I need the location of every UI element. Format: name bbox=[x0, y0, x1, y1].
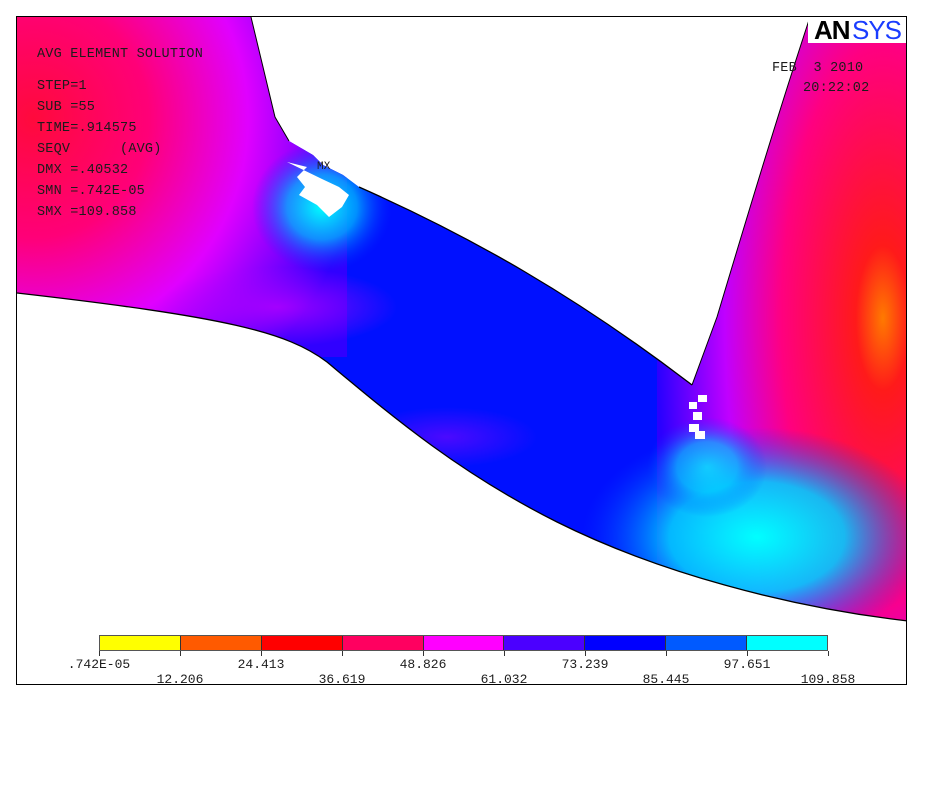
ansys-logo: AN SYS bbox=[808, 16, 906, 45]
legend-value-label: 36.619 bbox=[318, 672, 366, 685]
smx-label: SMX =109.858 bbox=[37, 205, 137, 220]
seqv-label: SEQV (AVG) bbox=[37, 142, 162, 157]
max-marker-label: MX bbox=[317, 161, 331, 173]
legend-tick bbox=[342, 651, 343, 656]
result-title: AVG ELEMENT SOLUTION bbox=[37, 47, 204, 62]
legend-tick bbox=[504, 651, 505, 656]
dmx-label: DMX =.40532 bbox=[37, 163, 129, 178]
legend-tick bbox=[423, 651, 424, 656]
legend-value-label: 24.413 bbox=[237, 657, 285, 672]
contour-legend-bar bbox=[99, 635, 828, 651]
legend-tick bbox=[99, 651, 100, 656]
legend-tick bbox=[666, 651, 667, 656]
smn-label: SMN =.742E-05 bbox=[37, 184, 145, 199]
legend-value-label: 85.445 bbox=[642, 672, 690, 685]
legend-tick bbox=[261, 651, 262, 656]
legend-tick bbox=[585, 651, 586, 656]
legend-swatch-6 bbox=[504, 636, 586, 650]
logo-an-text: AN bbox=[814, 16, 851, 45]
substep-label: SUB =55 bbox=[37, 100, 96, 115]
time-label: TIME=.914575 bbox=[37, 121, 137, 136]
legend-value-label: 109.858 bbox=[800, 672, 856, 685]
legend-swatch-7 bbox=[585, 636, 667, 650]
legend-swatch-4 bbox=[342, 636, 424, 650]
step-label: STEP=1 bbox=[37, 79, 87, 94]
stress-contour-plot bbox=[17, 17, 906, 622]
legend-value-label: 48.826 bbox=[399, 657, 447, 672]
clock-label: 20:22:02 bbox=[803, 81, 870, 96]
legend-value-label: 12.206 bbox=[156, 672, 204, 685]
legend-swatch-1 bbox=[100, 636, 181, 650]
legend-swatch-9 bbox=[747, 636, 828, 650]
legend-value-label: 97.651 bbox=[723, 657, 771, 672]
logo-sys-text: SYS bbox=[852, 16, 902, 45]
legend-tick bbox=[747, 651, 748, 656]
date-label: FEB 3 2010 bbox=[772, 61, 864, 76]
legend-value-label: 61.032 bbox=[480, 672, 528, 685]
legend-value-label: .742E-05 bbox=[67, 657, 131, 672]
legend-swatch-2 bbox=[180, 636, 262, 650]
legend-swatch-8 bbox=[666, 636, 748, 650]
legend-tick bbox=[180, 651, 181, 656]
legend-swatch-3 bbox=[261, 636, 343, 650]
legend-tick bbox=[828, 651, 829, 656]
legend-value-label: 73.239 bbox=[561, 657, 609, 672]
legend-swatch-5 bbox=[423, 636, 505, 650]
plot-window: AVG ELEMENT SOLUTION STEP=1 SUB =55 TIME… bbox=[16, 16, 907, 685]
